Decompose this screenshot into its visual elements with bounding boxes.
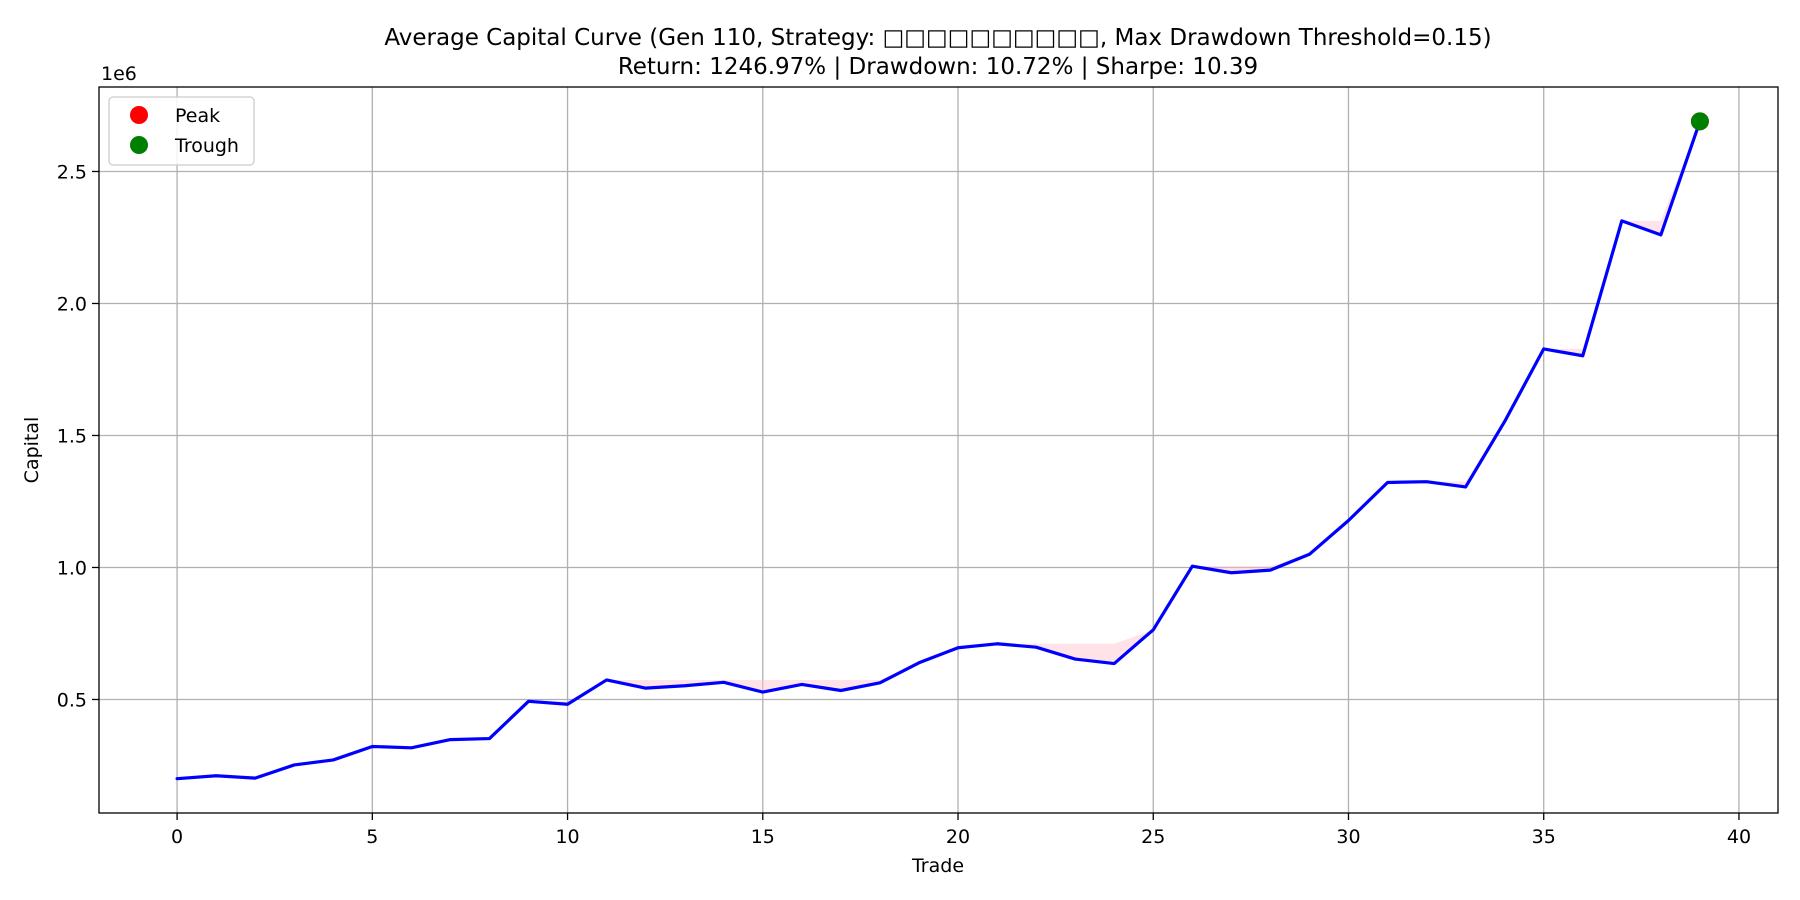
x-tick-label: 30 xyxy=(1336,826,1360,848)
legend: Peak Trough xyxy=(108,96,255,166)
y-tick-label: 2.0 xyxy=(57,293,87,315)
chart-subtitle: Return: 1246.97% | Drawdown: 10.72% | Sh… xyxy=(618,54,1258,80)
y-axis-ticks: 0.5 1.0 1.5 2.0 2.5 xyxy=(57,161,99,711)
x-tick-label: 40 xyxy=(1727,826,1751,848)
y-tick-label: 2.5 xyxy=(57,161,87,183)
capital-line xyxy=(175,119,1702,781)
y-tick-label: 1.0 xyxy=(57,557,87,579)
trough-marker xyxy=(1690,112,1709,131)
marker-layer xyxy=(1690,112,1709,131)
legend-trough-label: Trough xyxy=(174,135,239,157)
chart-title: Average Capital Curve (Gen 110, Strategy… xyxy=(384,25,1491,51)
x-axis-ticks: 0 5 10 15 20 25 30 35 40 xyxy=(171,813,1751,848)
legend-peak-marker xyxy=(130,106,148,124)
x-tick-label: 15 xyxy=(751,826,775,848)
capital-line-layer xyxy=(175,119,1702,781)
x-tick-label: 5 xyxy=(366,826,378,848)
x-tick-label: 10 xyxy=(555,826,579,848)
y-tick-label: 1.5 xyxy=(57,425,87,447)
x-tick-label: 35 xyxy=(1532,826,1556,848)
y-axis-label: Capital xyxy=(21,417,43,484)
x-axis-label: Trade xyxy=(911,855,964,877)
x-tick-label: 0 xyxy=(171,826,183,848)
x-tick-label: 25 xyxy=(1141,826,1165,848)
x-tick-label: 20 xyxy=(946,826,970,848)
plot-frame xyxy=(98,86,1779,814)
legend-trough-marker xyxy=(130,136,148,154)
legend-peak-label: Peak xyxy=(175,105,220,127)
y-offset-label: 1e6 xyxy=(101,63,137,85)
y-tick-label: 0.5 xyxy=(57,689,87,711)
grid-lines xyxy=(99,87,1778,813)
